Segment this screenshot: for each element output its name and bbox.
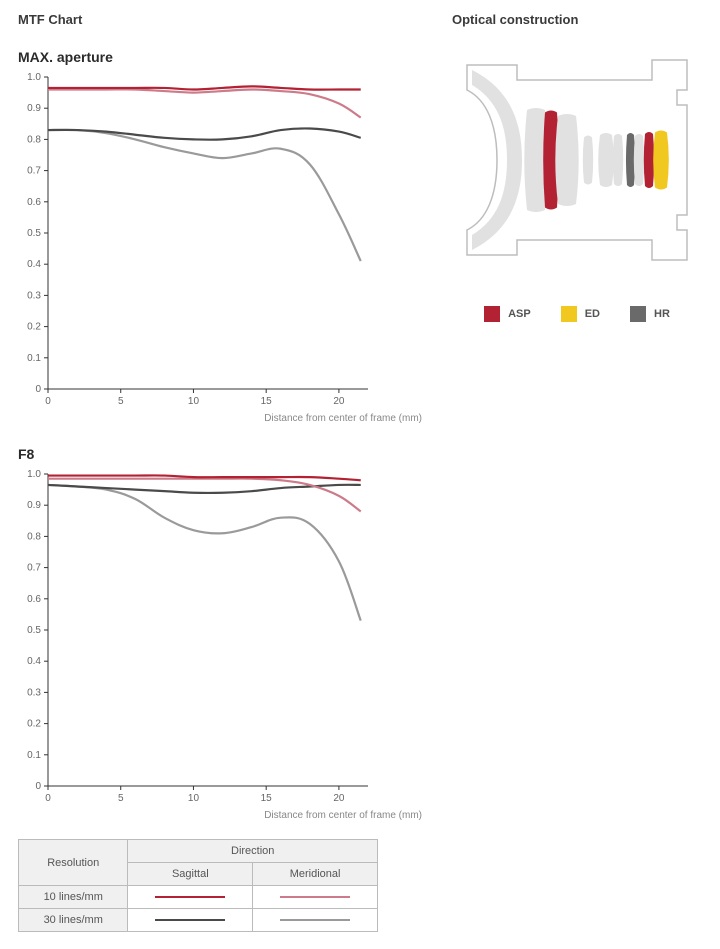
optical-swatch-asp (484, 306, 500, 322)
svg-text:0: 0 (45, 793, 51, 804)
swatch-sag30 (128, 909, 253, 932)
svg-text:10: 10 (188, 396, 200, 407)
svg-text:5: 5 (118, 396, 124, 407)
swatch-sag10 (128, 886, 253, 909)
svg-text:0.5: 0.5 (27, 228, 41, 239)
legend-col-sagittal: Sagittal (128, 863, 253, 886)
svg-text:0.8: 0.8 (27, 531, 41, 542)
svg-text:0.4: 0.4 (27, 656, 41, 667)
svg-text:0.1: 0.1 (27, 353, 41, 364)
optical-swatch-ed (561, 306, 577, 322)
optical-label-asp: ASP (508, 308, 531, 320)
chart2: 00.10.20.30.40.50.60.70.80.91.005101520 … (18, 468, 432, 821)
chart2-title: F8 (18, 446, 432, 462)
svg-text:10: 10 (188, 793, 200, 804)
chart1-svg: 0 0.1 0.2 0.3 0.4 0.5 0.6 0.7 0.8 0.9 1.0 0 5 10 15 20 (18, 71, 378, 411)
svg-text:0.3: 0.3 (27, 687, 41, 698)
optical-label-hr: HR (654, 308, 670, 320)
optical-label-ed: ED (585, 308, 600, 320)
legend-row-10: 10 lines/mm (19, 886, 128, 909)
svg-text:20: 20 (333, 793, 345, 804)
mtf-section-title: MTF Chart (18, 12, 432, 27)
legend-row-30: 30 lines/mm (19, 909, 128, 932)
svg-text:0.9: 0.9 (27, 500, 41, 511)
svg-text:0.2: 0.2 (27, 719, 41, 730)
svg-text:0.5: 0.5 (27, 625, 41, 636)
optical-legend-asp: ASP (484, 306, 531, 322)
svg-text:15: 15 (261, 793, 273, 804)
svg-text:0: 0 (35, 781, 41, 792)
svg-text:5: 5 (118, 793, 124, 804)
chart2-xlabel: Distance from center of frame (mm) (18, 810, 432, 821)
chart1: 00.10.20.30.40.50.60.70.80.91.005101520 … (18, 71, 432, 424)
svg-text:20: 20 (333, 396, 345, 407)
legend-table: Resolution Direction Sagittal Meridional… (18, 839, 378, 932)
optical-swatch-hr (630, 306, 646, 322)
chart1-title: MAX. aperture (18, 49, 432, 65)
svg-text:1.0: 1.0 (27, 72, 41, 83)
optical-diagram (452, 35, 702, 290)
svg-text:15: 15 (261, 396, 273, 407)
svg-text:0: 0 (35, 384, 41, 395)
swatch-mer30 (253, 909, 378, 932)
optical-legend: ASP ED HR (452, 306, 702, 322)
legend-header-resolution: Resolution (19, 840, 128, 886)
optical-legend-ed: ED (561, 306, 600, 322)
optical-legend-hr: HR (630, 306, 670, 322)
svg-text:0.7: 0.7 (27, 563, 41, 574)
svg-text:1.0: 1.0 (27, 469, 41, 480)
legend-header-direction: Direction (128, 840, 378, 863)
svg-text:0.4: 0.4 (27, 259, 41, 270)
svg-text:0: 0 (45, 396, 51, 407)
svg-text:0.3: 0.3 (27, 290, 41, 301)
svg-text:0.1: 0.1 (27, 750, 41, 761)
svg-text:0.9: 0.9 (27, 103, 41, 114)
svg-text:0.6: 0.6 (27, 197, 41, 208)
svg-text:0.6: 0.6 (27, 594, 41, 605)
svg-text:0.8: 0.8 (27, 134, 41, 145)
chart1-xlabel: Distance from center of frame (mm) (18, 413, 432, 424)
svg-text:0.7: 0.7 (27, 166, 41, 177)
svg-text:0.2: 0.2 (27, 322, 41, 333)
legend-col-meridional: Meridional (253, 863, 378, 886)
optical-svg (452, 35, 702, 285)
swatch-mer10 (253, 886, 378, 909)
chart2-svg: 0 0.1 0.2 0.3 0.4 0.5 0.6 0.7 0.8 0.9 1.0 0 5 10 15 20 (18, 468, 378, 808)
optical-section-title: Optical construction (452, 12, 702, 27)
